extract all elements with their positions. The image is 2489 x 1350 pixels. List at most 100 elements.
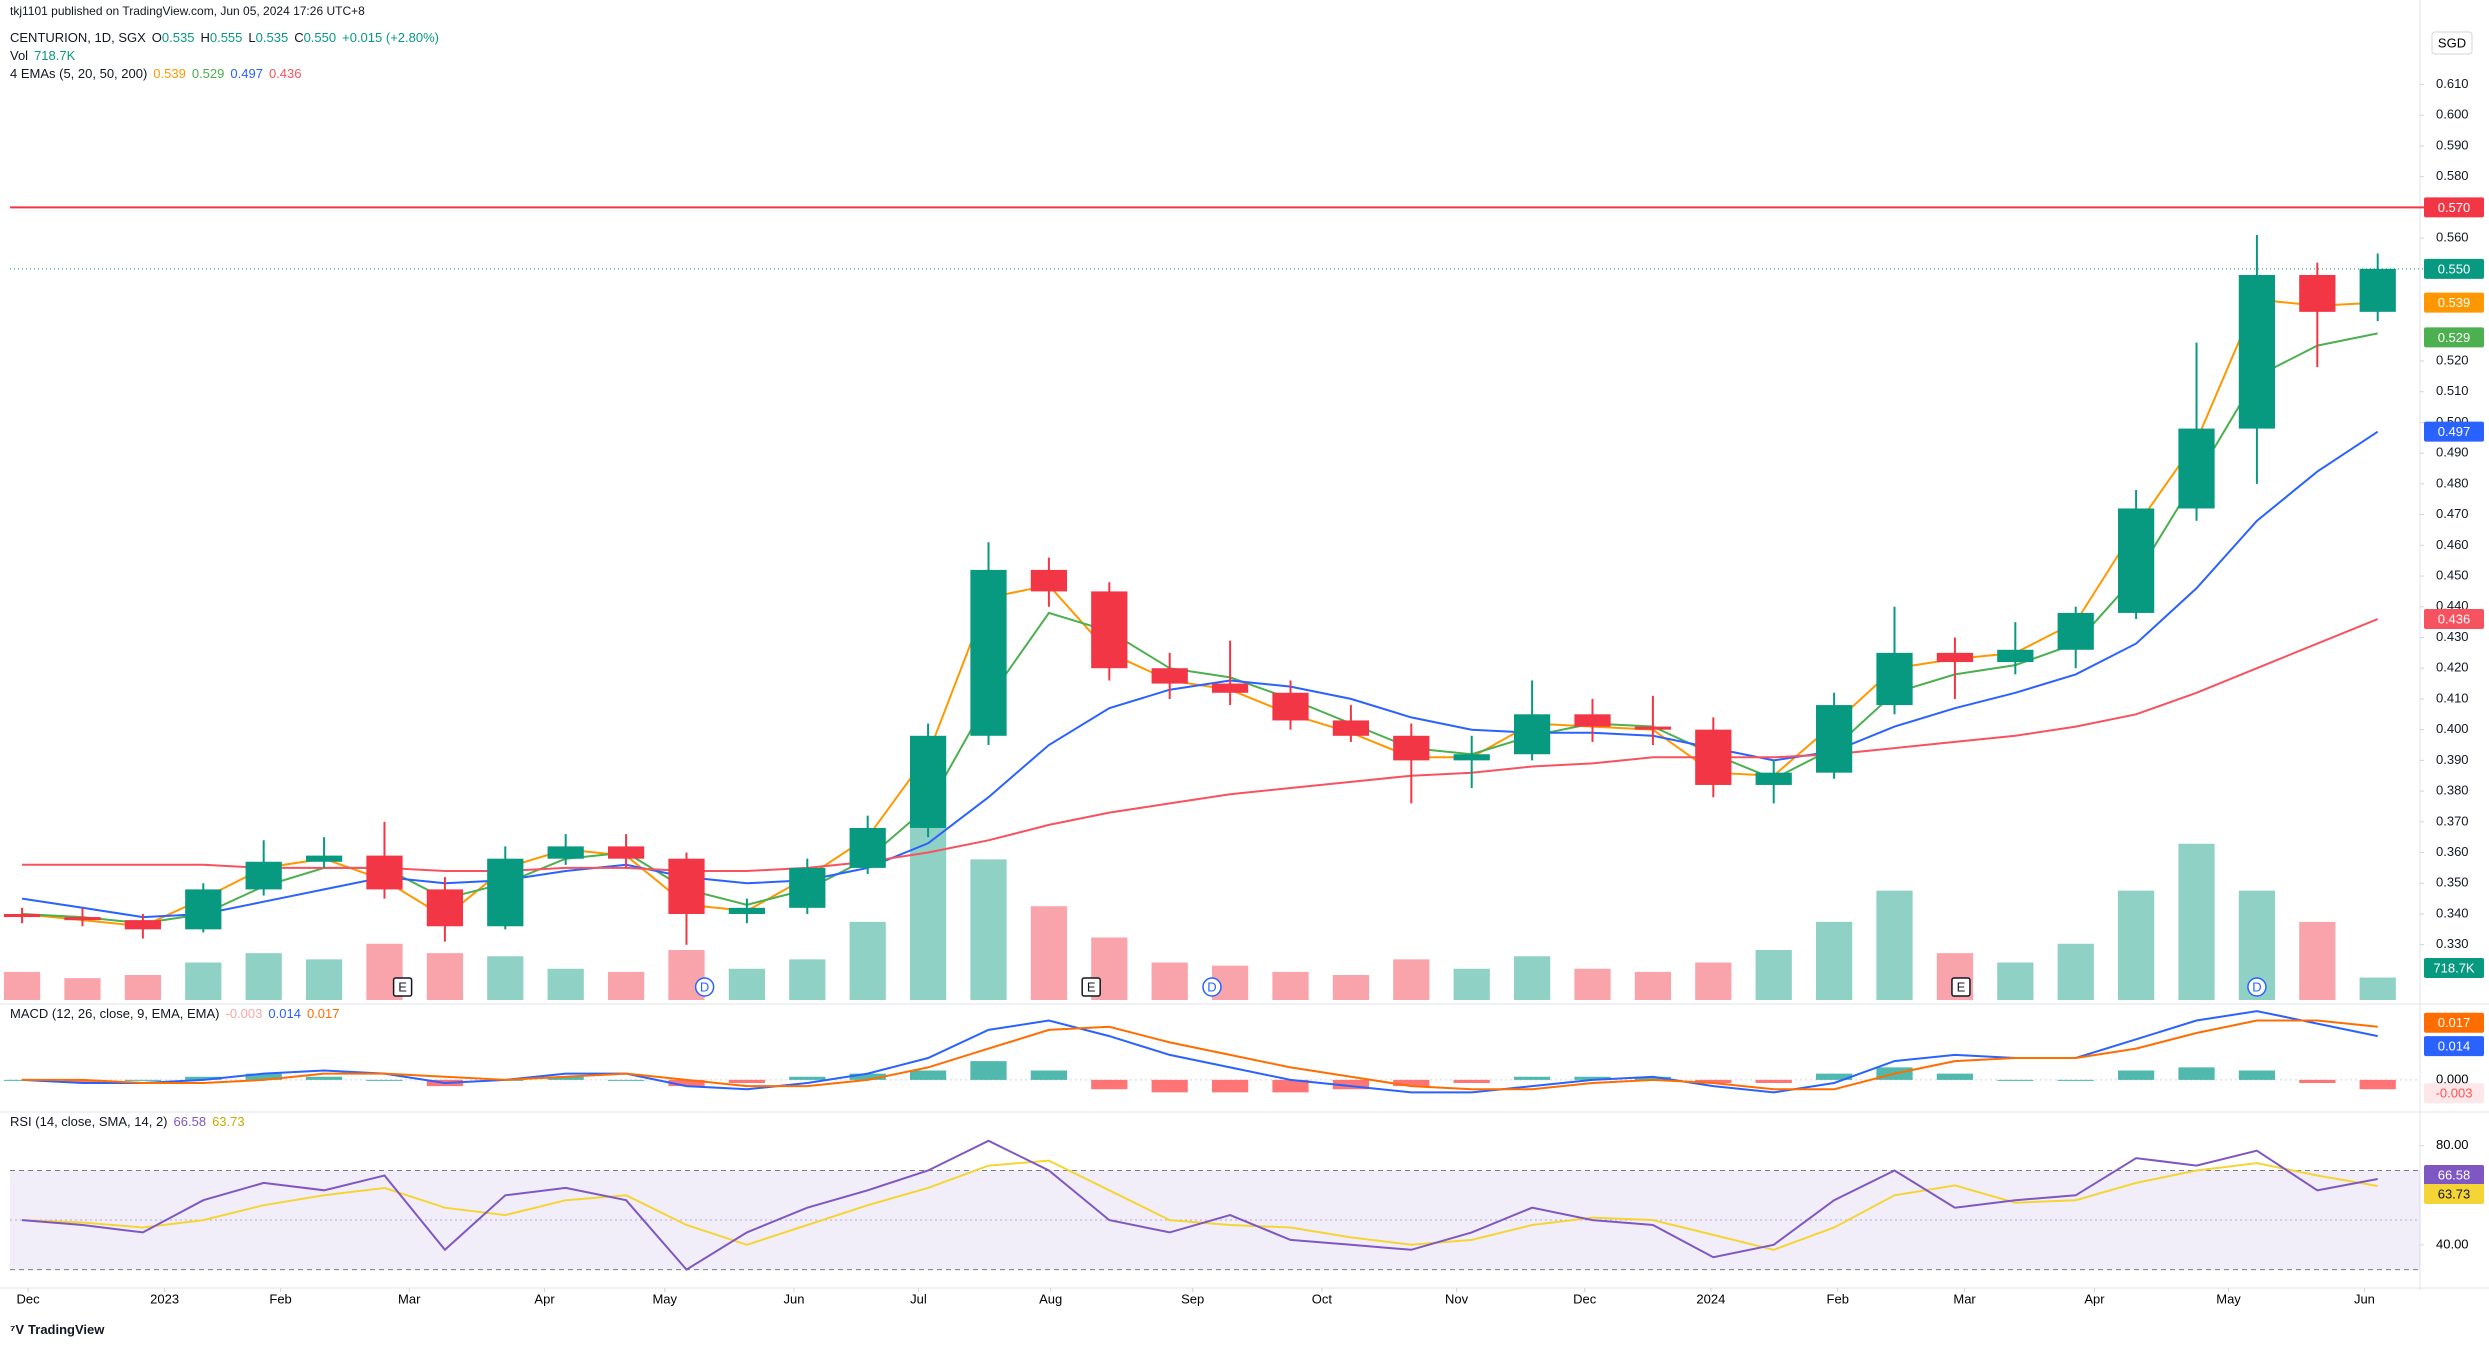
- ema-line: [21, 430, 2379, 919]
- volume-bar: [487, 956, 524, 1000]
- x-tick-label: Jul: [910, 1291, 927, 1306]
- volume-bar: [64, 978, 101, 1000]
- ohlc-legend: CENTURION, 1D, SGX O0.535 H0.555 L0.535 C0.5…: [10, 30, 445, 45]
- candle-body: [1393, 735, 1430, 761]
- y-tick-label: 0.480: [2436, 475, 2469, 490]
- macd-histogram-bar: [2359, 1079, 2396, 1090]
- macd-histogram-bar: [728, 1079, 766, 1083]
- candle-body: [487, 858, 524, 927]
- volume-bar: [124, 975, 162, 1000]
- currency-box: [2431, 31, 2473, 55]
- macd-histogram-bar: [1634, 1076, 1672, 1080]
- macd-histogram-bar: [1030, 1070, 1068, 1080]
- candle-body: [547, 846, 584, 859]
- macd-histogram-bar: [305, 1076, 343, 1080]
- candle-body: [366, 855, 403, 890]
- event-label: E: [1087, 979, 1096, 994]
- y-tick-label: 0.340: [2436, 905, 2469, 920]
- x-tick-label: 2024: [1696, 1291, 1725, 1306]
- volume-bar: [607, 971, 645, 1000]
- ema-badge-text: 0.529: [2438, 330, 2471, 345]
- ema-badge: 0.436: [2424, 609, 2484, 630]
- event-marker: D: [1202, 977, 1222, 997]
- macd-legend: MACD (12, 26, close, 9, EMA, EMA) -0.003 0…: [10, 1006, 345, 1021]
- event-shape: [1202, 977, 1222, 997]
- last-price-badge-text: 0.550: [2438, 261, 2471, 276]
- event-shape: [1951, 977, 1971, 997]
- macd-histogram-bar: [1936, 1073, 1974, 1080]
- candle-body: [607, 846, 645, 859]
- event-marker: E: [1081, 977, 1101, 997]
- candle-body: [1091, 591, 1128, 669]
- ohlc-value: 0.550: [303, 30, 337, 45]
- macd-histogram-bar: [2117, 1070, 2155, 1080]
- candle-body: [1332, 720, 1370, 736]
- volume-bar: [305, 959, 343, 1000]
- y-tick-label: 0.590: [2436, 137, 2469, 152]
- macd-histogram-bar: [1211, 1079, 1249, 1093]
- event-label: E: [398, 979, 407, 994]
- currency: SGD: [2438, 35, 2466, 50]
- macd-histogram-bar: [1272, 1079, 1309, 1093]
- x-tick-label: May: [2216, 1291, 2241, 1306]
- candle-body: [668, 858, 705, 914]
- y-tick-label: 0.600: [2436, 107, 2469, 122]
- rsi-value: 66.58: [173, 1114, 207, 1129]
- histogram-badge-text: -0.003: [2436, 1086, 2473, 1101]
- macd-histogram-bar: [1574, 1076, 1611, 1080]
- volume-bar: [1151, 962, 1188, 1000]
- candle-body: [909, 735, 947, 828]
- y-tick-label: 0.350: [2436, 875, 2469, 890]
- event-shape: [694, 977, 715, 997]
- last-price-badge-bg: [2424, 258, 2484, 279]
- ema-badge-bg: [2424, 421, 2484, 442]
- macd-histogram-bar: [1151, 1079, 1188, 1093]
- volume-bar: [1272, 971, 1309, 1000]
- y-tick-label: 0.460: [2436, 537, 2469, 552]
- rsi-legend: RSI (14, close, SMA, 14, 2) 66.58 63.73: [10, 1114, 251, 1129]
- macd-value: 0.014: [268, 1006, 301, 1021]
- x-tick-label: May: [652, 1291, 677, 1306]
- ema-badge-text: 0.539: [2438, 295, 2471, 310]
- volume-bar: [1513, 956, 1551, 1000]
- volume-bar: [2359, 977, 2396, 1000]
- x-tick-label: Mar: [398, 1291, 421, 1306]
- macd-histogram-bar: [1815, 1073, 1853, 1080]
- candle-body: [1997, 649, 2034, 663]
- volume-bar: [245, 953, 282, 1000]
- macd-histogram-bar: [849, 1073, 886, 1080]
- candle-body: [1936, 652, 1974, 663]
- x-tick-label: Mar: [1953, 1291, 1976, 1306]
- macd-histogram-bar: [789, 1076, 826, 1080]
- macd-histogram-bar: [1332, 1079, 1370, 1090]
- ema-badge-bg: [2424, 292, 2484, 313]
- candle-body: [245, 861, 282, 890]
- ohlc-value: 0.555: [209, 30, 243, 45]
- volume-bar: [1030, 906, 1068, 1000]
- y-tick-label: 0.430: [2436, 629, 2469, 644]
- volume-bar: [728, 968, 766, 1000]
- y-tick-label: 0.390: [2436, 752, 2469, 767]
- event-shape: [1081, 977, 1101, 997]
- candle-body: [1634, 726, 1672, 730]
- macd-histogram-bar: [185, 1076, 222, 1080]
- histogram-badge-bg: [2424, 1083, 2484, 1104]
- ema-badge: 0.539: [2424, 292, 2484, 313]
- event-shape: [2247, 977, 2267, 997]
- ema-badge-bg: [2424, 327, 2484, 348]
- ema-value: 0.529: [191, 66, 225, 81]
- volume-bar: [1634, 971, 1672, 1000]
- volume-bar: [970, 859, 1007, 1000]
- ema-badge: 0.497: [2424, 421, 2484, 442]
- candle-body: [2057, 612, 2094, 650]
- brand: ⁷V TradingView: [10, 1322, 110, 1337]
- candle-body: [1755, 772, 1792, 785]
- rsi-ma-badge: 63.73: [2424, 1184, 2484, 1205]
- signal-value: 0.017: [306, 1006, 340, 1021]
- y-tick-label: 0.400: [2436, 721, 2469, 736]
- event-label: D: [2252, 979, 2261, 994]
- macd-title: MACD (12, 26, close, 9, EMA, EMA): [10, 1006, 220, 1021]
- candle-body: [1513, 714, 1551, 755]
